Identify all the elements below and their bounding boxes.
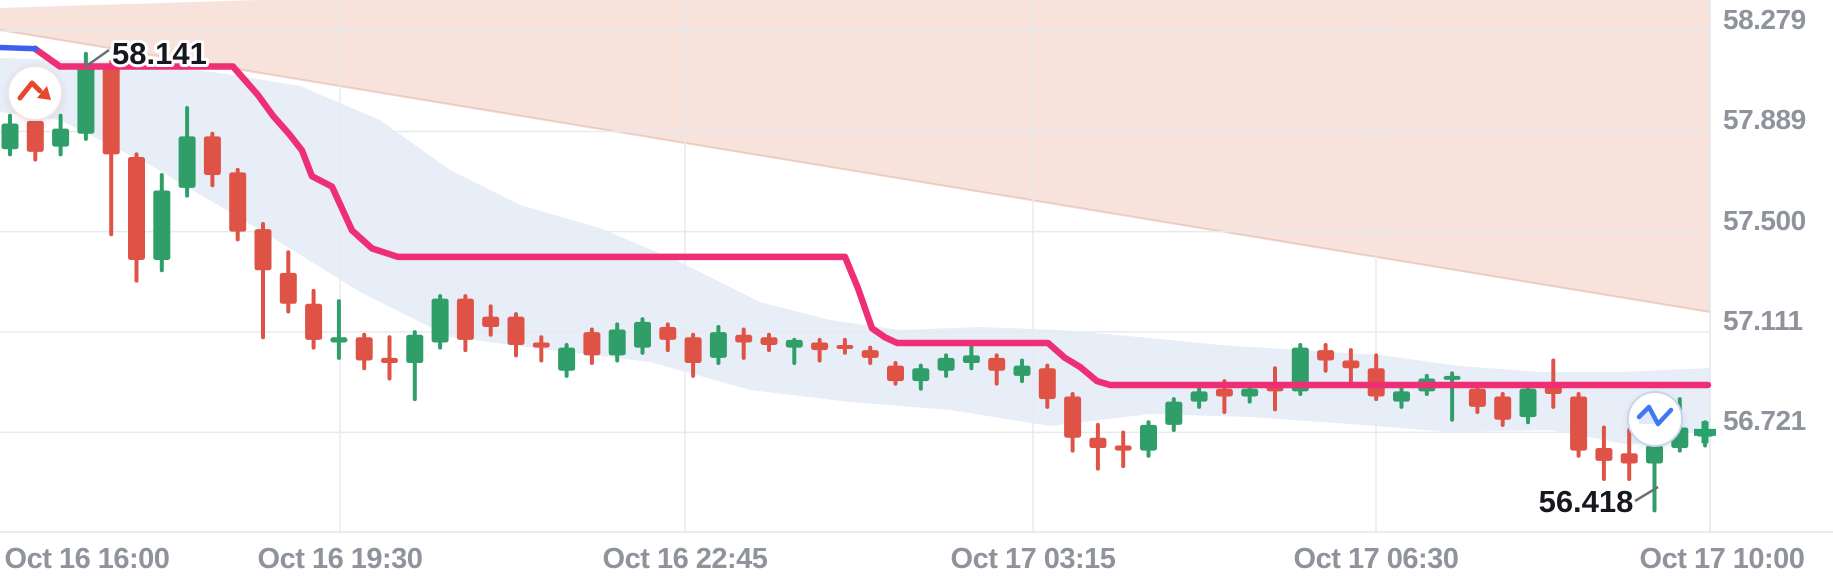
candle — [482, 304, 500, 337]
candle — [583, 327, 601, 366]
volatility-band-area — [0, 58, 1710, 445]
price-axis[interactable]: 58.279 57.889 57.500 57.111 56.721 — [1710, 0, 1833, 532]
time-tick: Oct 17 03:15 — [950, 543, 1116, 575]
candle — [735, 327, 753, 360]
candle — [153, 172, 171, 273]
candle — [608, 322, 626, 363]
trend-down-indicator-button[interactable] — [7, 65, 63, 121]
time-tick: Oct 17 10:00 — [1639, 543, 1805, 575]
candle — [836, 337, 854, 355]
candle — [1241, 384, 1259, 404]
candle — [962, 340, 980, 371]
candle — [1443, 371, 1461, 422]
candle — [684, 332, 702, 378]
ma-line-segment — [0, 44, 39, 52]
candle — [1089, 422, 1107, 471]
candle — [1038, 363, 1056, 409]
time-tick: Oct 16 16:00 — [4, 543, 170, 575]
candle — [1468, 384, 1486, 414]
last-price-marker — [1694, 421, 1716, 444]
candle — [1393, 386, 1410, 409]
candle — [634, 317, 651, 355]
upper-band-area — [0, 0, 1710, 312]
candle — [1342, 348, 1360, 384]
candle — [760, 332, 778, 353]
candle — [558, 343, 576, 378]
candle — [1317, 343, 1335, 373]
candle — [1190, 386, 1208, 409]
candle — [1140, 420, 1157, 458]
candle — [102, 59, 120, 237]
candle — [1595, 425, 1613, 481]
candle — [456, 294, 474, 353]
candle — [1165, 397, 1183, 433]
price-tick: 58.279 — [1723, 4, 1806, 35]
candle — [532, 335, 550, 363]
candle — [178, 106, 196, 198]
candle — [229, 167, 247, 242]
candle — [1114, 430, 1132, 469]
candle — [1646, 440, 1663, 513]
zigzag-line-chart-icon — [1627, 390, 1683, 449]
price-tick: 57.111 — [1723, 304, 1803, 336]
candle — [52, 113, 70, 157]
price-annotation: 58.141 — [112, 36, 207, 71]
supertrend-line — [31, 45, 1712, 389]
candle — [1620, 428, 1638, 481]
annotation-leader-line — [1634, 485, 1659, 503]
candle — [1013, 358, 1031, 384]
upper-band-edge — [0, 29, 1711, 313]
gridlines — [0, 0, 1833, 533]
price-annotation: 56.418 — [1539, 484, 1634, 519]
candle — [203, 131, 221, 188]
time-axis[interactable]: Oct 16 16:00 Oct 16 19:30 Oct 16 22:45 Oct … — [0, 532, 1833, 579]
price-tick: 56.721 — [1723, 405, 1806, 437]
candle — [709, 324, 727, 366]
price-tick: 57.500 — [1723, 204, 1806, 236]
candle — [355, 332, 373, 371]
candle — [988, 353, 1006, 386]
candle — [1064, 391, 1082, 453]
price-tick: 57.889 — [1723, 104, 1806, 136]
candle — [406, 330, 424, 402]
candle — [659, 322, 677, 353]
line-chart-mode-button[interactable] — [1627, 391, 1683, 447]
candle — [1570, 391, 1588, 458]
candle — [887, 361, 904, 386]
candle — [861, 345, 879, 366]
candle — [1519, 381, 1537, 425]
candle — [1494, 391, 1512, 427]
candle — [431, 294, 449, 350]
candle — [912, 363, 930, 391]
candle — [26, 113, 44, 162]
candle — [811, 337, 829, 363]
candle — [1, 113, 19, 157]
trend-reversal-down-arrow-icon — [7, 64, 63, 123]
candle — [254, 221, 272, 340]
candle — [330, 299, 348, 360]
candle — [785, 337, 803, 366]
annotation-leader-line — [84, 48, 110, 69]
time-tick: Oct 16 22:45 — [602, 543, 768, 575]
time-tick: Oct 17 06:30 — [1293, 543, 1459, 575]
candle — [128, 152, 145, 283]
candle — [507, 312, 525, 358]
candle — [305, 288, 323, 350]
time-tick: Oct 16 19:30 — [257, 543, 423, 575]
candle — [937, 353, 955, 378]
candle — [279, 250, 297, 314]
candle — [381, 335, 398, 381]
